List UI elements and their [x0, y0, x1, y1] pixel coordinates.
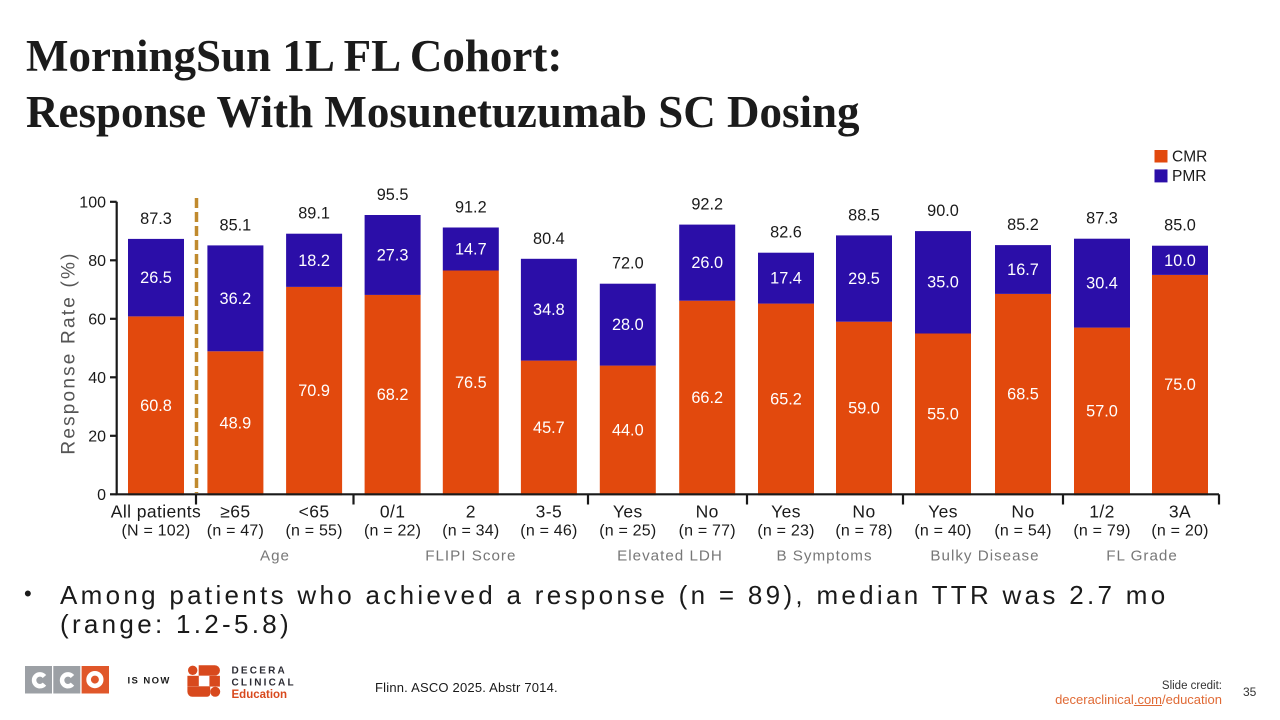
svg-text:55.0: 55.0 — [927, 405, 959, 423]
svg-text:Bulky Disease: Bulky Disease — [930, 548, 1039, 565]
svg-text:(n = 77): (n = 77) — [679, 523, 736, 540]
svg-text:FLIPI Score: FLIPI Score — [425, 548, 516, 565]
svg-text:All patients: All patients — [111, 502, 201, 522]
svg-text:68.2: 68.2 — [377, 386, 409, 404]
svg-text:27.3: 27.3 — [377, 246, 409, 264]
svg-text:85.1: 85.1 — [220, 216, 252, 234]
svg-text:(n = 78): (n = 78) — [835, 523, 892, 540]
svg-text:(n = 47): (n = 47) — [207, 523, 264, 540]
svg-text:34.8: 34.8 — [533, 301, 565, 319]
svg-text:91.2: 91.2 — [455, 199, 487, 217]
svg-text:(n = 40): (n = 40) — [914, 523, 971, 540]
svg-text:B Symptoms: B Symptoms — [776, 548, 872, 565]
svg-text:26.5: 26.5 — [140, 269, 172, 287]
svg-text:89.1: 89.1 — [298, 205, 330, 223]
svg-text:1/2: 1/2 — [1089, 502, 1115, 522]
svg-text:60.8: 60.8 — [140, 397, 172, 415]
svg-text:10.0: 10.0 — [1164, 252, 1196, 270]
svg-text:48.9: 48.9 — [220, 414, 252, 432]
svg-text:57.0: 57.0 — [1086, 402, 1118, 420]
svg-text:CMR: CMR — [1172, 149, 1207, 166]
svg-text:85.0: 85.0 — [1164, 217, 1196, 235]
svg-text:2: 2 — [466, 502, 476, 522]
svg-text:0: 0 — [97, 487, 106, 504]
svg-text:(n = 34): (n = 34) — [442, 523, 499, 540]
svg-text:≥65: ≥65 — [220, 502, 250, 522]
svg-text:30.4: 30.4 — [1086, 275, 1118, 293]
svg-text:3A: 3A — [1169, 502, 1191, 522]
svg-text:26.0: 26.0 — [691, 254, 723, 272]
svg-text:(n = 79): (n = 79) — [1073, 523, 1130, 540]
svg-text:(n = 20): (n = 20) — [1151, 523, 1208, 540]
svg-text:14.7: 14.7 — [455, 241, 487, 259]
svg-text:59.0: 59.0 — [848, 400, 880, 418]
svg-text:Yes: Yes — [928, 502, 958, 522]
svg-text:65.2: 65.2 — [770, 390, 802, 408]
svg-text:PMR: PMR — [1172, 168, 1206, 185]
svg-text:35.0: 35.0 — [927, 274, 959, 292]
svg-text:70.9: 70.9 — [298, 382, 330, 400]
svg-text:No: No — [852, 502, 875, 522]
svg-text:72.0: 72.0 — [612, 255, 644, 273]
svg-text:(n = 55): (n = 55) — [286, 523, 343, 540]
svg-text:100: 100 — [79, 195, 106, 212]
svg-text:No: No — [696, 502, 719, 522]
svg-text:88.5: 88.5 — [848, 206, 880, 224]
svg-text:(n = 23): (n = 23) — [757, 523, 814, 540]
svg-text:80.4: 80.4 — [533, 230, 565, 248]
svg-text:80: 80 — [88, 253, 106, 270]
svg-text:20: 20 — [88, 429, 106, 446]
svg-text:(n = 46): (n = 46) — [520, 523, 577, 540]
svg-text:87.3: 87.3 — [140, 210, 172, 228]
svg-text:CLINICAL: CLINICAL — [232, 678, 296, 689]
svg-text:<65: <65 — [299, 502, 330, 522]
svg-text:17.4: 17.4 — [770, 270, 802, 288]
svg-text:IS NOW: IS NOW — [128, 675, 171, 686]
svg-text:Elevated LDH: Elevated LDH — [617, 548, 723, 565]
svg-text:36.2: 36.2 — [220, 290, 252, 308]
svg-text:16.7: 16.7 — [1007, 261, 1039, 279]
svg-text:90.0: 90.0 — [927, 202, 959, 220]
svg-text:DECERA: DECERA — [232, 666, 287, 677]
svg-text:Yes: Yes — [613, 502, 643, 522]
svg-text:92.2: 92.2 — [691, 196, 723, 214]
svg-text:(N = 102): (N = 102) — [122, 523, 191, 540]
svg-text:(n = 25): (n = 25) — [599, 523, 656, 540]
svg-text:Response Rate (%): Response Rate (%) — [59, 251, 80, 454]
svg-text:68.5: 68.5 — [1007, 386, 1039, 404]
svg-text:Yes: Yes — [771, 502, 801, 522]
svg-text:85.2: 85.2 — [1007, 216, 1039, 234]
svg-text:76.5: 76.5 — [455, 374, 487, 392]
svg-text:66.2: 66.2 — [691, 389, 723, 407]
svg-text:45.7: 45.7 — [533, 419, 565, 437]
svg-text:3-5: 3-5 — [536, 502, 563, 522]
svg-text:Age: Age — [260, 548, 290, 565]
svg-text:18.2: 18.2 — [298, 252, 330, 270]
svg-text:0/1: 0/1 — [380, 502, 406, 522]
svg-text:28.0: 28.0 — [612, 316, 644, 334]
svg-text:82.6: 82.6 — [770, 224, 802, 242]
svg-text:Education: Education — [232, 689, 288, 701]
svg-text:40: 40 — [88, 370, 106, 387]
svg-text:87.3: 87.3 — [1086, 210, 1118, 228]
svg-text:95.5: 95.5 — [377, 186, 409, 204]
svg-text:(n = 22): (n = 22) — [364, 523, 421, 540]
svg-text:(n = 54): (n = 54) — [994, 523, 1051, 540]
svg-text:60: 60 — [88, 312, 106, 329]
svg-text:No: No — [1011, 502, 1034, 522]
svg-text:75.0: 75.0 — [1164, 376, 1196, 394]
svg-text:29.5: 29.5 — [848, 270, 880, 288]
svg-text:44.0: 44.0 — [612, 422, 644, 440]
svg-text:FL Grade: FL Grade — [1106, 548, 1178, 565]
